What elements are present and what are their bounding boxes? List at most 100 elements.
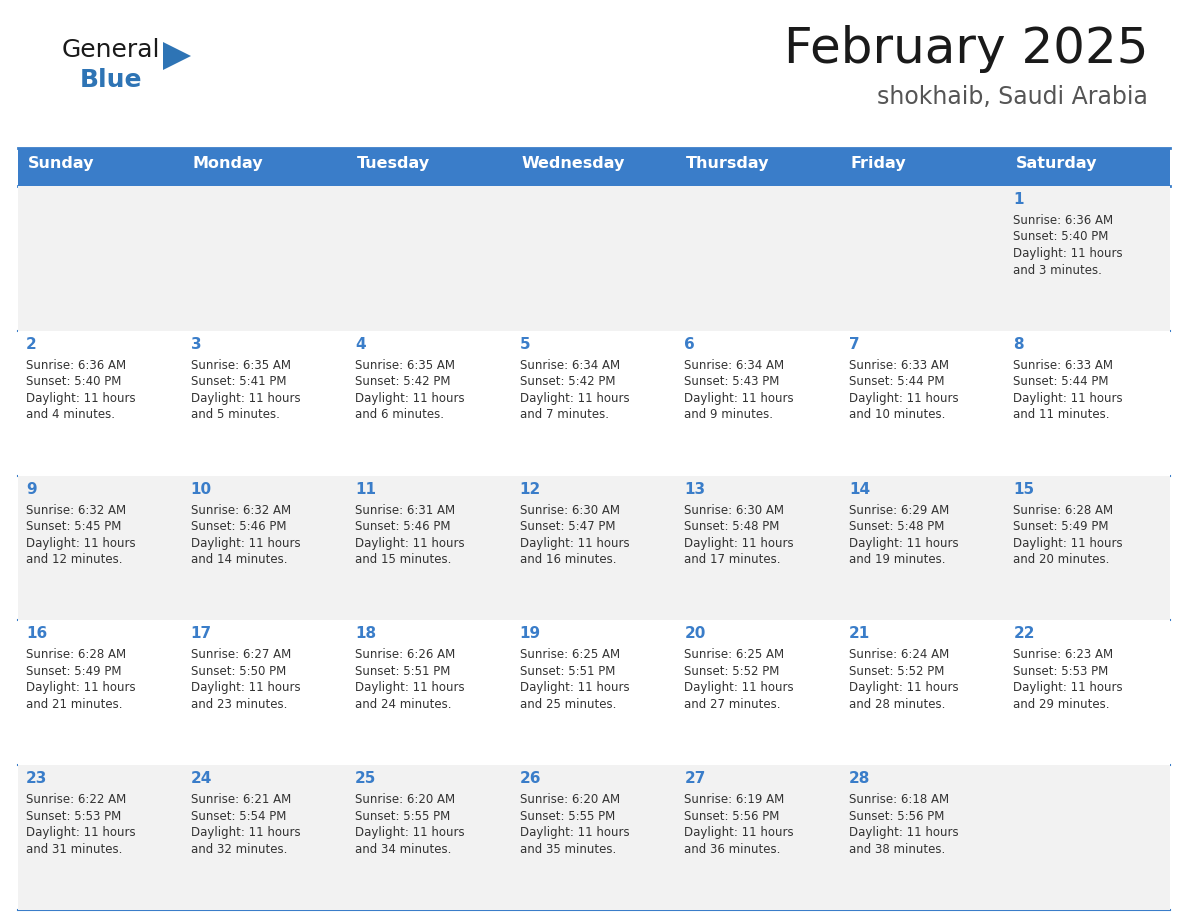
Text: Sunrise: 6:18 AM: Sunrise: 6:18 AM (849, 793, 949, 806)
Text: Sunset: 5:54 PM: Sunset: 5:54 PM (190, 810, 286, 823)
Text: Daylight: 11 hours: Daylight: 11 hours (26, 537, 135, 550)
Text: Daylight: 11 hours: Daylight: 11 hours (1013, 537, 1123, 550)
Text: Sunset: 5:42 PM: Sunset: 5:42 PM (519, 375, 615, 388)
Text: Sunset: 5:45 PM: Sunset: 5:45 PM (26, 521, 121, 533)
Text: Daylight: 11 hours: Daylight: 11 hours (684, 537, 794, 550)
Text: Sunrise: 6:20 AM: Sunrise: 6:20 AM (519, 793, 620, 806)
Text: Sunrise: 6:35 AM: Sunrise: 6:35 AM (355, 359, 455, 372)
Text: Daylight: 11 hours: Daylight: 11 hours (190, 826, 301, 839)
Text: 17: 17 (190, 626, 211, 642)
Text: and 20 minutes.: and 20 minutes. (1013, 554, 1110, 566)
Text: Sunrise: 6:32 AM: Sunrise: 6:32 AM (26, 504, 126, 517)
Text: Thursday: Thursday (687, 156, 770, 171)
Text: Monday: Monday (192, 156, 264, 171)
Text: Friday: Friday (851, 156, 906, 171)
Text: Daylight: 11 hours: Daylight: 11 hours (1013, 247, 1123, 260)
Text: Sunset: 5:40 PM: Sunset: 5:40 PM (26, 375, 121, 388)
Text: 2: 2 (26, 337, 37, 352)
Text: 16: 16 (26, 626, 48, 642)
Text: and 4 minutes.: and 4 minutes. (26, 409, 115, 421)
Text: Tuesday: Tuesday (358, 156, 430, 171)
Text: Sunset: 5:49 PM: Sunset: 5:49 PM (26, 665, 121, 677)
Text: 5: 5 (519, 337, 530, 352)
Text: Sunset: 5:42 PM: Sunset: 5:42 PM (355, 375, 450, 388)
Text: Sunset: 5:48 PM: Sunset: 5:48 PM (849, 521, 944, 533)
Text: Blue: Blue (80, 68, 143, 92)
Text: and 16 minutes.: and 16 minutes. (519, 554, 617, 566)
Text: 14: 14 (849, 482, 870, 497)
Text: Sunset: 5:51 PM: Sunset: 5:51 PM (519, 665, 615, 677)
Text: Sunset: 5:48 PM: Sunset: 5:48 PM (684, 521, 779, 533)
Text: Daylight: 11 hours: Daylight: 11 hours (849, 826, 959, 839)
Text: and 35 minutes.: and 35 minutes. (519, 843, 615, 856)
Text: 9: 9 (26, 482, 37, 497)
Text: and 36 minutes.: and 36 minutes. (684, 843, 781, 856)
Text: Sunset: 5:44 PM: Sunset: 5:44 PM (1013, 375, 1108, 388)
Text: Sunset: 5:51 PM: Sunset: 5:51 PM (355, 665, 450, 677)
Text: Sunrise: 6:22 AM: Sunrise: 6:22 AM (26, 793, 126, 806)
Text: Sunset: 5:43 PM: Sunset: 5:43 PM (684, 375, 779, 388)
Text: 22: 22 (1013, 626, 1035, 642)
Text: Sunrise: 6:34 AM: Sunrise: 6:34 AM (519, 359, 620, 372)
Text: Sunrise: 6:29 AM: Sunrise: 6:29 AM (849, 504, 949, 517)
Text: 15: 15 (1013, 482, 1035, 497)
Text: Daylight: 11 hours: Daylight: 11 hours (26, 826, 135, 839)
Text: Sunrise: 6:31 AM: Sunrise: 6:31 AM (355, 504, 455, 517)
Text: Sunset: 5:49 PM: Sunset: 5:49 PM (1013, 521, 1108, 533)
Text: Sunrise: 6:25 AM: Sunrise: 6:25 AM (684, 648, 784, 661)
Text: and 27 minutes.: and 27 minutes. (684, 698, 781, 711)
Text: and 29 minutes.: and 29 minutes. (1013, 698, 1110, 711)
Text: 11: 11 (355, 482, 377, 497)
Text: 7: 7 (849, 337, 859, 352)
Text: and 17 minutes.: and 17 minutes. (684, 554, 781, 566)
Text: Sunrise: 6:24 AM: Sunrise: 6:24 AM (849, 648, 949, 661)
Text: and 15 minutes.: and 15 minutes. (355, 554, 451, 566)
Text: Sunset: 5:56 PM: Sunset: 5:56 PM (684, 810, 779, 823)
Text: General: General (62, 38, 160, 62)
Text: Daylight: 11 hours: Daylight: 11 hours (849, 392, 959, 405)
Text: Sunday: Sunday (29, 156, 95, 171)
Text: Sunset: 5:44 PM: Sunset: 5:44 PM (849, 375, 944, 388)
Text: 24: 24 (190, 771, 211, 786)
Text: Sunrise: 6:30 AM: Sunrise: 6:30 AM (684, 504, 784, 517)
Text: and 5 minutes.: and 5 minutes. (190, 409, 279, 421)
Text: and 38 minutes.: and 38 minutes. (849, 843, 946, 856)
Text: Daylight: 11 hours: Daylight: 11 hours (190, 681, 301, 694)
Text: 13: 13 (684, 482, 706, 497)
Text: Sunrise: 6:28 AM: Sunrise: 6:28 AM (26, 648, 126, 661)
Text: Sunrise: 6:26 AM: Sunrise: 6:26 AM (355, 648, 455, 661)
Text: Sunrise: 6:23 AM: Sunrise: 6:23 AM (1013, 648, 1113, 661)
Text: Sunset: 5:53 PM: Sunset: 5:53 PM (1013, 665, 1108, 677)
Text: Daylight: 11 hours: Daylight: 11 hours (26, 681, 135, 694)
Text: 10: 10 (190, 482, 211, 497)
Text: 8: 8 (1013, 337, 1024, 352)
Text: Sunset: 5:55 PM: Sunset: 5:55 PM (355, 810, 450, 823)
Text: Sunset: 5:40 PM: Sunset: 5:40 PM (1013, 230, 1108, 243)
Text: Sunrise: 6:30 AM: Sunrise: 6:30 AM (519, 504, 620, 517)
Text: 19: 19 (519, 626, 541, 642)
Text: Sunset: 5:55 PM: Sunset: 5:55 PM (519, 810, 615, 823)
Text: Sunset: 5:46 PM: Sunset: 5:46 PM (190, 521, 286, 533)
Text: Daylight: 11 hours: Daylight: 11 hours (519, 681, 630, 694)
Text: and 11 minutes.: and 11 minutes. (1013, 409, 1110, 421)
Text: Daylight: 11 hours: Daylight: 11 hours (355, 537, 465, 550)
Text: Sunset: 5:52 PM: Sunset: 5:52 PM (684, 665, 779, 677)
Text: Daylight: 11 hours: Daylight: 11 hours (684, 681, 794, 694)
Text: 28: 28 (849, 771, 871, 786)
Text: Sunrise: 6:25 AM: Sunrise: 6:25 AM (519, 648, 620, 661)
Text: and 9 minutes.: and 9 minutes. (684, 409, 773, 421)
Text: and 32 minutes.: and 32 minutes. (190, 843, 287, 856)
Text: and 28 minutes.: and 28 minutes. (849, 698, 946, 711)
Text: Wednesday: Wednesday (522, 156, 625, 171)
Text: Sunset: 5:52 PM: Sunset: 5:52 PM (849, 665, 944, 677)
Text: Sunset: 5:53 PM: Sunset: 5:53 PM (26, 810, 121, 823)
Text: 26: 26 (519, 771, 542, 786)
Text: Sunset: 5:46 PM: Sunset: 5:46 PM (355, 521, 450, 533)
Text: Sunset: 5:41 PM: Sunset: 5:41 PM (190, 375, 286, 388)
Text: and 23 minutes.: and 23 minutes. (190, 698, 287, 711)
Text: 23: 23 (26, 771, 48, 786)
Text: Sunset: 5:56 PM: Sunset: 5:56 PM (849, 810, 944, 823)
Text: Sunrise: 6:27 AM: Sunrise: 6:27 AM (190, 648, 291, 661)
Text: Sunrise: 6:19 AM: Sunrise: 6:19 AM (684, 793, 784, 806)
Text: and 14 minutes.: and 14 minutes. (190, 554, 287, 566)
